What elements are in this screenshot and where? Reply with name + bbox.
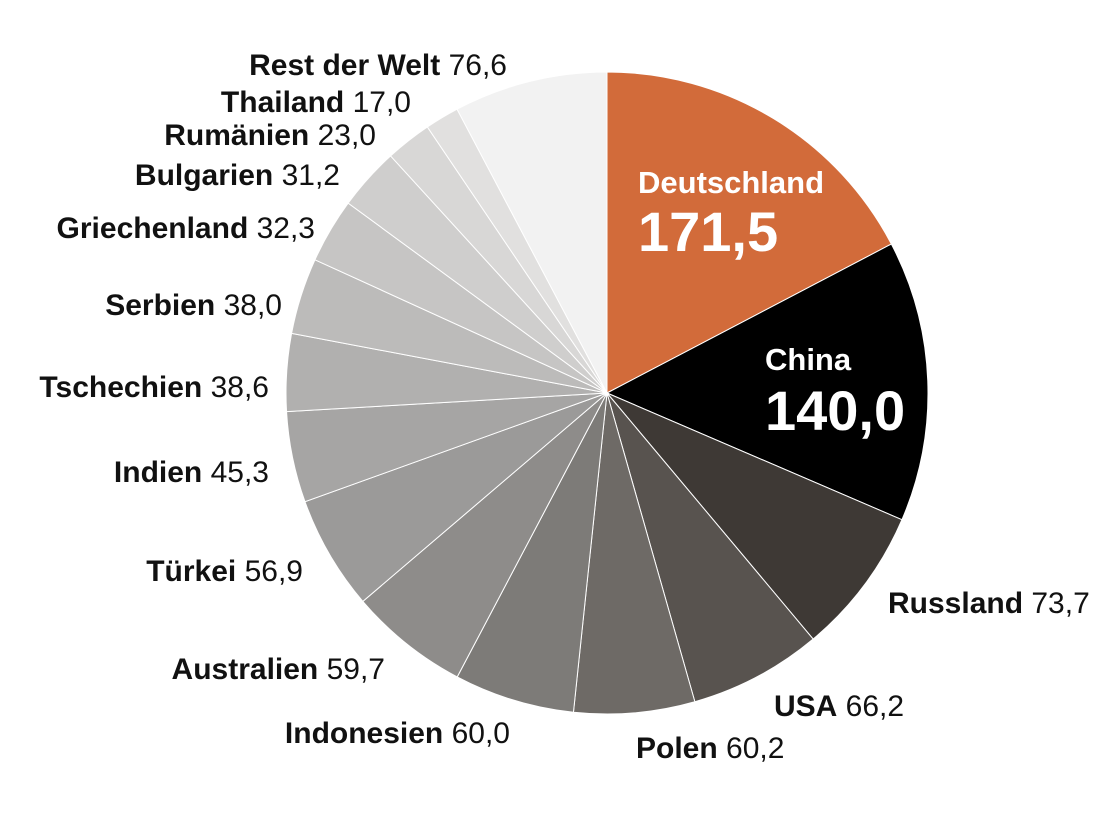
slice-label-türkei: Türkei 56,9 <box>146 555 303 588</box>
slice-label-name-usa: USA <box>774 690 837 723</box>
slice-label-value-china: 140,0 <box>765 379 905 442</box>
slice-label-value-thailand: 17,0 <box>344 86 411 119</box>
slice-label-value-türkei: 56,9 <box>236 555 303 588</box>
pie-slice-rest-der-welt <box>456 71 608 394</box>
slice-label-australien: Australien 59,7 <box>172 653 385 686</box>
pie-slice-russland <box>606 392 903 640</box>
slice-label-tschechien: Tschechien 38,6 <box>39 371 269 404</box>
slice-label-value-bulgarien: 31,2 <box>273 159 340 192</box>
slice-label-name-bulgarien: Bulgarien <box>135 159 273 192</box>
slice-label-value-australien: 59,7 <box>318 653 385 686</box>
pie-slice-china <box>605 243 929 521</box>
slice-label-name-australien: Australien <box>172 653 319 686</box>
slice-label-value-rumänien: 23,0 <box>309 119 376 152</box>
pie-slice-deutschland <box>606 71 893 394</box>
slice-label-name-russland: Russland <box>888 587 1023 620</box>
slice-label-name-china: China <box>765 342 852 377</box>
slice-label-value-indien: 45,3 <box>202 456 269 489</box>
pie-slice-polen <box>572 392 696 715</box>
slice-label-usa: USA 66,2 <box>774 690 904 723</box>
slice-label-value-deutschland: 171,5 <box>638 200 778 263</box>
slice-label-thailand: Thailand 17,0 <box>221 86 411 119</box>
slice-label-serbien: Serbien 38,0 <box>105 289 282 322</box>
slice-label-rest-der-welt: Rest der Welt 76,6 <box>249 49 507 82</box>
slice-label-russland: Russland 73,7 <box>888 587 1090 620</box>
pie-slice-australien <box>362 392 608 678</box>
slice-label-value-serbien: 38,0 <box>215 289 282 322</box>
slice-label-name-thailand: Thailand <box>221 86 344 119</box>
slice-label-polen: Polen 60,2 <box>636 732 784 765</box>
slice-label-indien: Indien 45,3 <box>114 456 269 489</box>
slice-label-name-deutschland: Deutschland <box>638 165 824 200</box>
slice-label-value-polen: 60,2 <box>718 732 785 765</box>
slice-label-name-indien: Indien <box>114 456 202 489</box>
slice-label-rumänien: Rumänien 23,0 <box>164 119 376 152</box>
slice-label-name-serbien: Serbien <box>105 289 215 322</box>
slice-label-indonesien: Indonesien 60,0 <box>285 717 510 750</box>
slice-label-value-russland: 73,7 <box>1023 587 1090 620</box>
pie-slice-usa <box>606 392 814 703</box>
slice-label-name-türkei: Türkei <box>146 555 236 588</box>
slice-label-value-usa: 66,2 <box>837 690 904 723</box>
slice-label-value-indonesien: 60,0 <box>443 717 510 750</box>
slice-label-name-polen: Polen <box>636 732 718 765</box>
slice-label-value-rest-der-welt: 76,6 <box>440 49 507 82</box>
slice-label-bulgarien: Bulgarien 31,2 <box>135 159 340 192</box>
slice-label-value-griechenland: 32,3 <box>248 212 315 245</box>
slice-label-value-tschechien: 38,6 <box>202 371 269 404</box>
pie-slice-indonesien <box>456 392 608 713</box>
slice-label-name-griechenland: Griechenland <box>57 212 249 245</box>
slice-label-name-rumänien: Rumänien <box>164 119 309 152</box>
slice-label-name-tschechien: Tschechien <box>39 371 202 404</box>
slice-label-name-indonesien: Indonesien <box>285 717 443 750</box>
slice-label-griechenland: Griechenland 32,3 <box>57 212 315 245</box>
slice-label-name-rest-der-welt: Rest der Welt <box>249 49 440 82</box>
